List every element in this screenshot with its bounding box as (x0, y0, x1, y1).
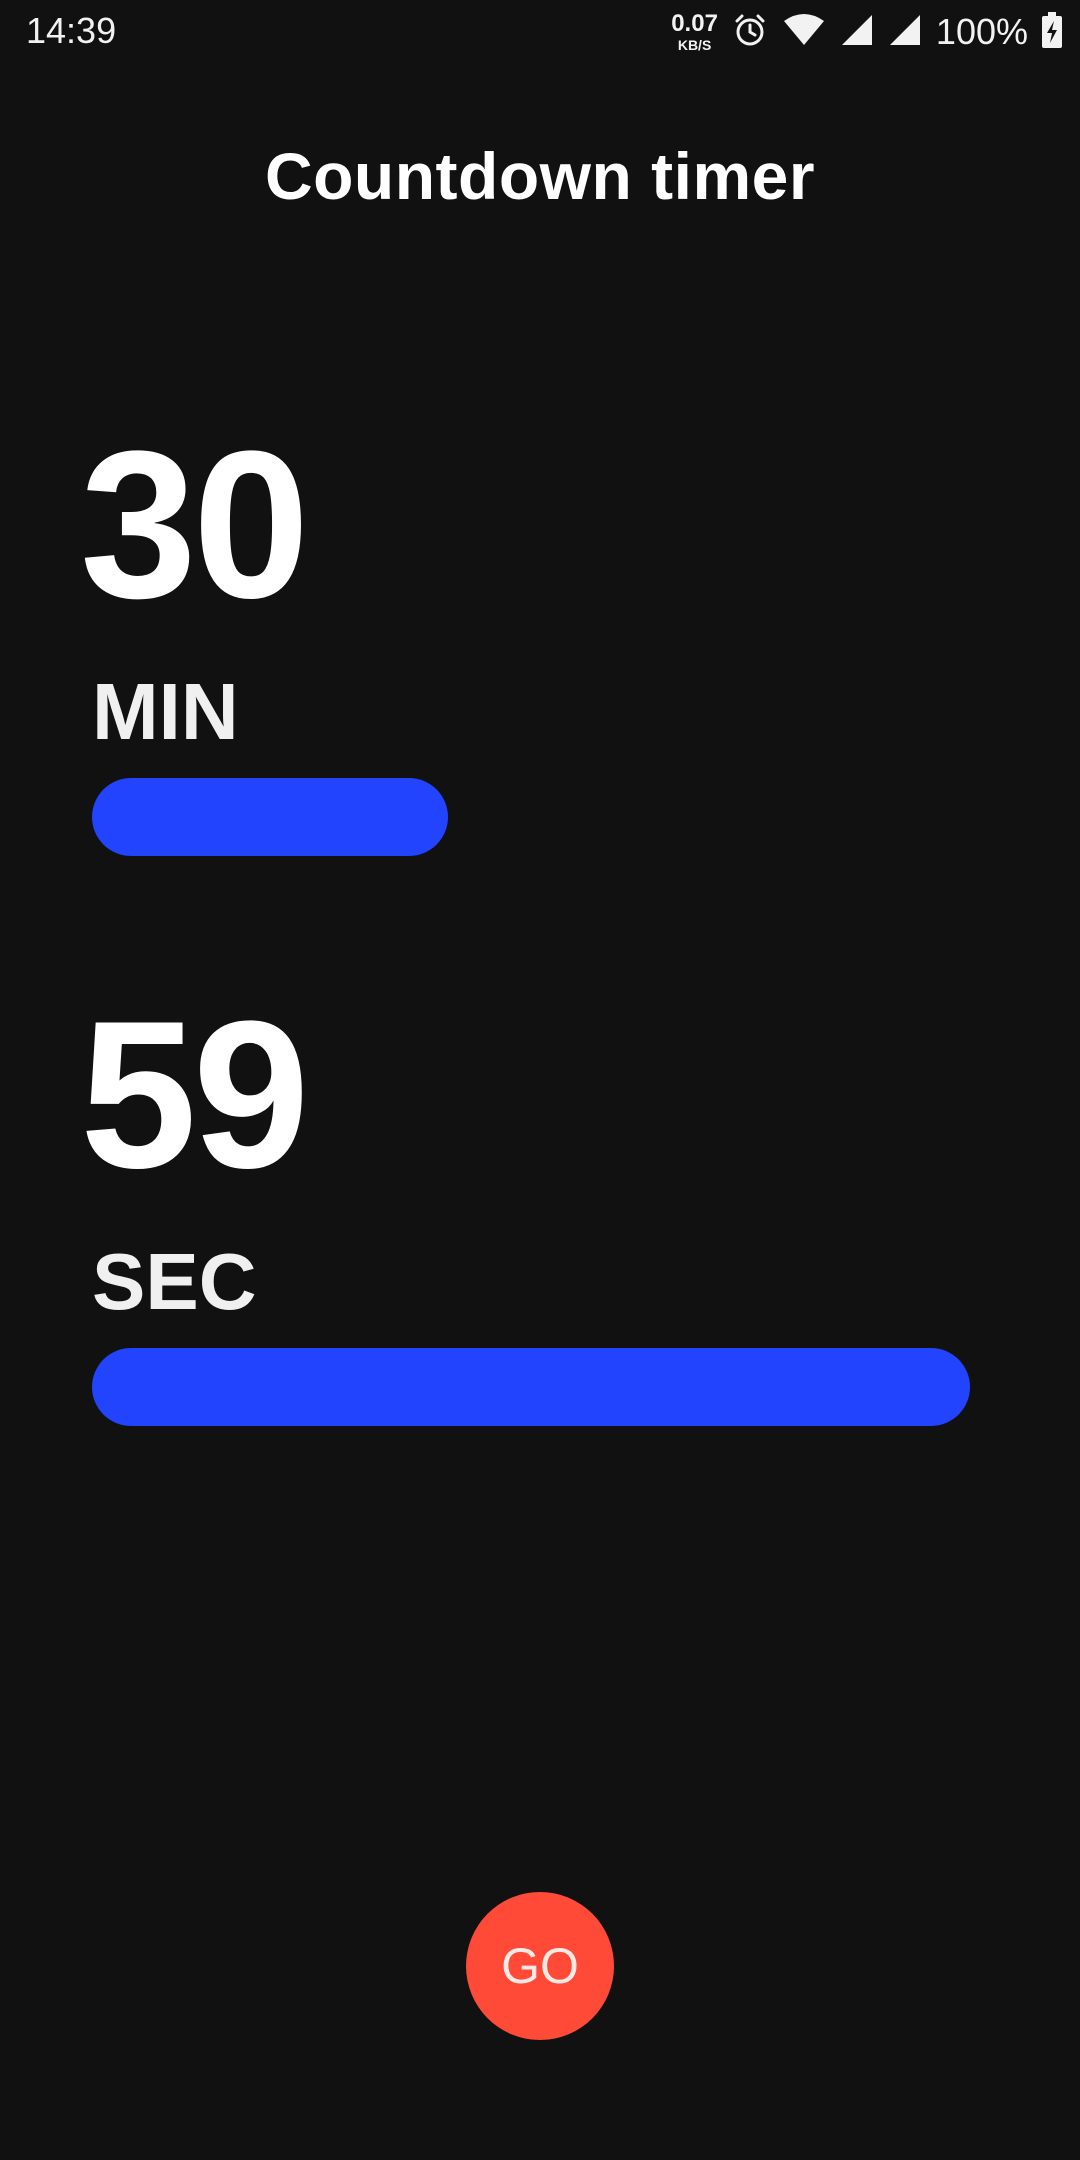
minutes-value: 30 (80, 407, 310, 642)
seconds-label: SEC (92, 1237, 257, 1326)
signal-icon (840, 13, 874, 52)
wifi-icon (782, 13, 826, 52)
battery-percent: 100% (935, 11, 1028, 52)
minutes-label: MIN (92, 667, 239, 756)
network-speed-unit: KB/S (677, 37, 712, 53)
alarm-icon (732, 12, 768, 53)
minutes-slider[interactable] (92, 778, 970, 856)
signal-icon (888, 13, 922, 52)
minutes-slider-fill[interactable] (92, 778, 448, 856)
battery-charging-icon (1042, 11, 1062, 53)
network-speed-value: 0.07 (671, 10, 718, 37)
go-button[interactable]: GO (466, 1892, 614, 2040)
status-icons: 0.07 KB/S (671, 8, 1062, 56)
page-title: Countdown timer (264, 139, 816, 213)
network-speed: 0.07 KB/S (671, 10, 718, 53)
status-bar: 14:39 0.07 KB/S (0, 0, 1080, 64)
status-time: 14:39 (26, 10, 117, 51)
seconds-value: 59 (80, 977, 310, 1212)
seconds-slider[interactable] (92, 1348, 970, 1426)
seconds-slider-fill[interactable] (92, 1348, 970, 1426)
